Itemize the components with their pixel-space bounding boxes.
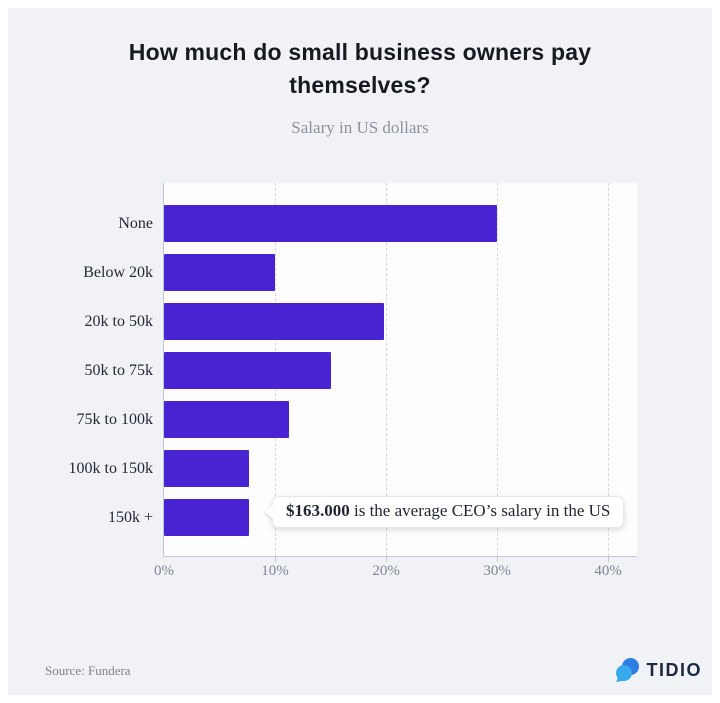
brand-name: TIDIO [646, 659, 702, 680]
infographic-card: How much do small business owners pay th… [8, 8, 712, 695]
gridline [386, 183, 388, 556]
x-axis: 0% 10% 20% 30% 40% [154, 556, 637, 582]
bar-row: 100k to 150k [69, 444, 637, 493]
axis-tick [386, 556, 388, 562]
bar [164, 205, 498, 242]
tidio-chat-bubbles-icon [615, 657, 640, 683]
annotation-amount: $163.000 [286, 501, 350, 520]
category-label: 20k to 50k [84, 312, 153, 330]
category-label: Below 20k [83, 263, 153, 281]
x-tick-label: 10% [261, 563, 289, 579]
x-tick-label: 20% [372, 563, 400, 579]
annotation-text: is the average CEO’s salary in the US [349, 501, 611, 520]
x-tick-label: 40% [594, 563, 622, 579]
plot-area: None Below 20k 20k to 50k 50k to 75k 75k to … [69, 183, 637, 579]
axis-tick [497, 556, 499, 562]
page-title-text: How much do small business owners pay th… [128, 39, 592, 99]
source-note: Source: Fundera [45, 663, 131, 678]
category-label: 50k to 75k [84, 361, 153, 379]
bar [164, 254, 276, 291]
gridline [497, 183, 499, 556]
bar [164, 401, 290, 438]
callout-arrow-icon [265, 504, 274, 520]
bar-row: 150k + [108, 493, 637, 542]
gridline [608, 183, 610, 556]
bar [164, 303, 384, 340]
bar [164, 352, 331, 389]
x-tick-label: 30% [483, 563, 511, 579]
category-label: None [118, 214, 153, 232]
axis-tick [275, 556, 277, 562]
category-label: 100k to 150k [68, 459, 153, 477]
annotation-callout: $163.000 is the average CEO’s salary in … [265, 496, 625, 528]
bar-rows: None Below 20k 20k to 50k 50k to 75k 75k to … [69, 199, 637, 542]
page-title: How much do small business owners pay th… [8, 36, 712, 103]
axis-tick [608, 556, 610, 562]
category-label: 75k to 100k [76, 410, 153, 428]
brand-logo: TIDIO [615, 657, 703, 683]
bar-row: 75k to 100k [77, 395, 637, 444]
chart-subtitle: Salary in US dollars [291, 118, 429, 137]
bar [164, 450, 250, 487]
category-label: 150k + [107, 508, 153, 526]
bar [164, 499, 250, 536]
bar-row: None [118, 199, 637, 248]
bar-row: 20k to 50k [85, 297, 637, 346]
x-tick-label: 0% [154, 563, 174, 579]
bar-row: Below 20k [83, 248, 637, 297]
bar-row: 50k to 75k [85, 346, 637, 395]
